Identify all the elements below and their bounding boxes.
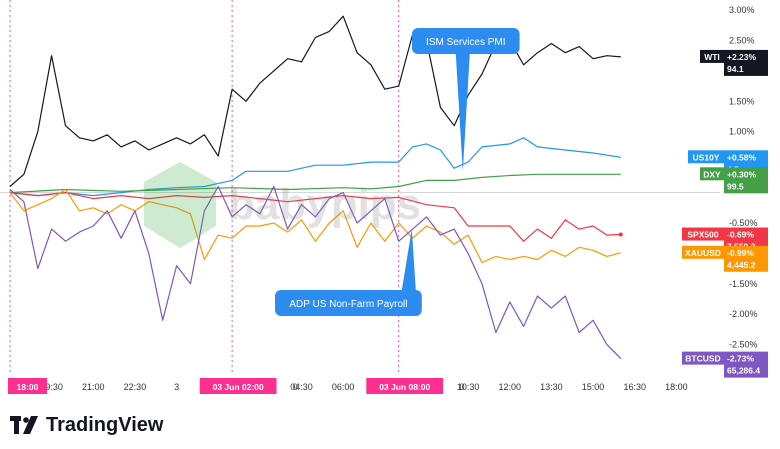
tag-name-bg xyxy=(700,49,724,63)
tradingview-logo[interactable]: TradingView xyxy=(10,412,163,438)
y-tick-label: -2.00% xyxy=(729,309,758,319)
callout-label-0: ISM Services PMI xyxy=(426,37,505,48)
tag-change: +0.30% xyxy=(727,169,757,179)
tag-xauusd: XAUUSD -0.99% 4,445.2 xyxy=(682,245,768,272)
tag-price: 4,445.2 xyxy=(727,260,756,270)
tradingview-logo-icon xyxy=(10,416,38,434)
session-label-bg-0 xyxy=(8,378,47,394)
tag-name: DXY xyxy=(703,169,721,179)
callout-pointer-0 xyxy=(455,54,470,172)
x-tick-label: 3 xyxy=(174,382,179,392)
tag-name: BTCUSD xyxy=(685,354,720,364)
series-line-btcusd xyxy=(9,185,622,360)
series-endpoint-spx500 xyxy=(618,232,623,237)
y-tick-label: -0.50% xyxy=(729,218,758,228)
x-tick-label: 19:30 xyxy=(40,382,63,392)
tag-name: WTI xyxy=(704,52,720,62)
y-tick-label: 1.00% xyxy=(729,127,755,137)
tag-change: +0.58% xyxy=(727,152,757,162)
tag-value-bg xyxy=(724,49,768,76)
tag-value-bg xyxy=(724,351,768,378)
series-line-xauusd xyxy=(9,188,621,264)
tag-price: 99.5 xyxy=(727,181,744,191)
series-line-us10y xyxy=(9,137,621,197)
tag-change: -0.99% xyxy=(727,248,754,258)
tag-value-bg xyxy=(724,245,768,272)
tag-price: 65,286.4 xyxy=(727,366,760,376)
tag-name-bg xyxy=(682,351,724,365)
tag-btcusd: BTCUSD -2.73% 65,286.4 xyxy=(682,351,768,378)
x-tick-label: 15:00 xyxy=(582,382,605,392)
x-tick-label: 12:00 xyxy=(498,382,521,392)
x-tick-label: 21:00 xyxy=(82,382,105,392)
annotations: ISM Services PMI ADP US Non-Farm Payroll xyxy=(275,28,520,316)
tag-name-bg xyxy=(682,245,724,259)
tag-name-bg xyxy=(682,227,724,241)
callout-box-1 xyxy=(275,290,422,316)
x-axis: 19:30 21:00 22:30 3 04:30 06:00 10:30 12:00 13:3… xyxy=(8,378,688,394)
tag-wti: WTI +2.23% 94.1 xyxy=(700,49,768,76)
tag-name: XAUUSD xyxy=(685,248,721,258)
tag-dxy: DXY +0.30% 99.5 xyxy=(700,167,768,194)
session-label-0: 18:00 xyxy=(17,382,39,392)
tag-change: -2.73% xyxy=(727,354,754,364)
x-tick-label: 04:30 xyxy=(290,382,313,392)
tag-price: 94.1 xyxy=(727,64,744,74)
callout-pointer-1 xyxy=(401,229,416,290)
x-tick-label: 13:30 xyxy=(540,382,563,392)
tag-name: SPX500 xyxy=(687,230,718,240)
series-line-spx500 xyxy=(9,192,621,242)
y-tick-label: 1.50% xyxy=(729,96,755,106)
tag-change: -0.69% xyxy=(727,230,754,240)
callout-label-1: ADP US Non-Farm Payroll xyxy=(289,299,407,310)
x-tick-partial: 0 xyxy=(459,382,464,392)
series-line-wti xyxy=(9,15,621,187)
series-tags: WTI+2.23%94.1US10Y+0.58%4.5DXY+0.30%99.5… xyxy=(682,49,768,378)
tag-value-bg xyxy=(724,167,768,194)
x-tick-label: 10:30 xyxy=(457,382,480,392)
tag-name-bg xyxy=(700,167,724,181)
session-label-bg-1 xyxy=(199,378,277,394)
tag-name-bg xyxy=(688,150,724,164)
x-tick-partial: 0 xyxy=(293,382,298,392)
session-label-2: 03 Jun 08:00 xyxy=(379,382,430,392)
x-tick-label: 06:00 xyxy=(332,382,355,392)
session-label-1: 03 Jun 02:00 xyxy=(213,382,264,392)
callout-box-0 xyxy=(411,28,520,54)
brand-name: TradingView xyxy=(46,413,164,436)
y-tick-label: -1.50% xyxy=(729,279,758,289)
series-lines xyxy=(9,15,623,360)
y-tick-label: 3.00% xyxy=(729,5,755,15)
x-tick-label: 18:00 xyxy=(665,382,688,392)
y-tick-label: 2.50% xyxy=(729,35,755,45)
x-tick-label: 16:30 xyxy=(623,382,646,392)
tag-name: US10Y xyxy=(693,152,720,162)
x-tick-label: 22:30 xyxy=(124,382,147,392)
tag-change: +2.23% xyxy=(727,52,757,62)
session-label-bg-2 xyxy=(366,378,444,394)
y-tick-label: -2.50% xyxy=(729,340,758,350)
series-line-dxy xyxy=(9,173,621,194)
